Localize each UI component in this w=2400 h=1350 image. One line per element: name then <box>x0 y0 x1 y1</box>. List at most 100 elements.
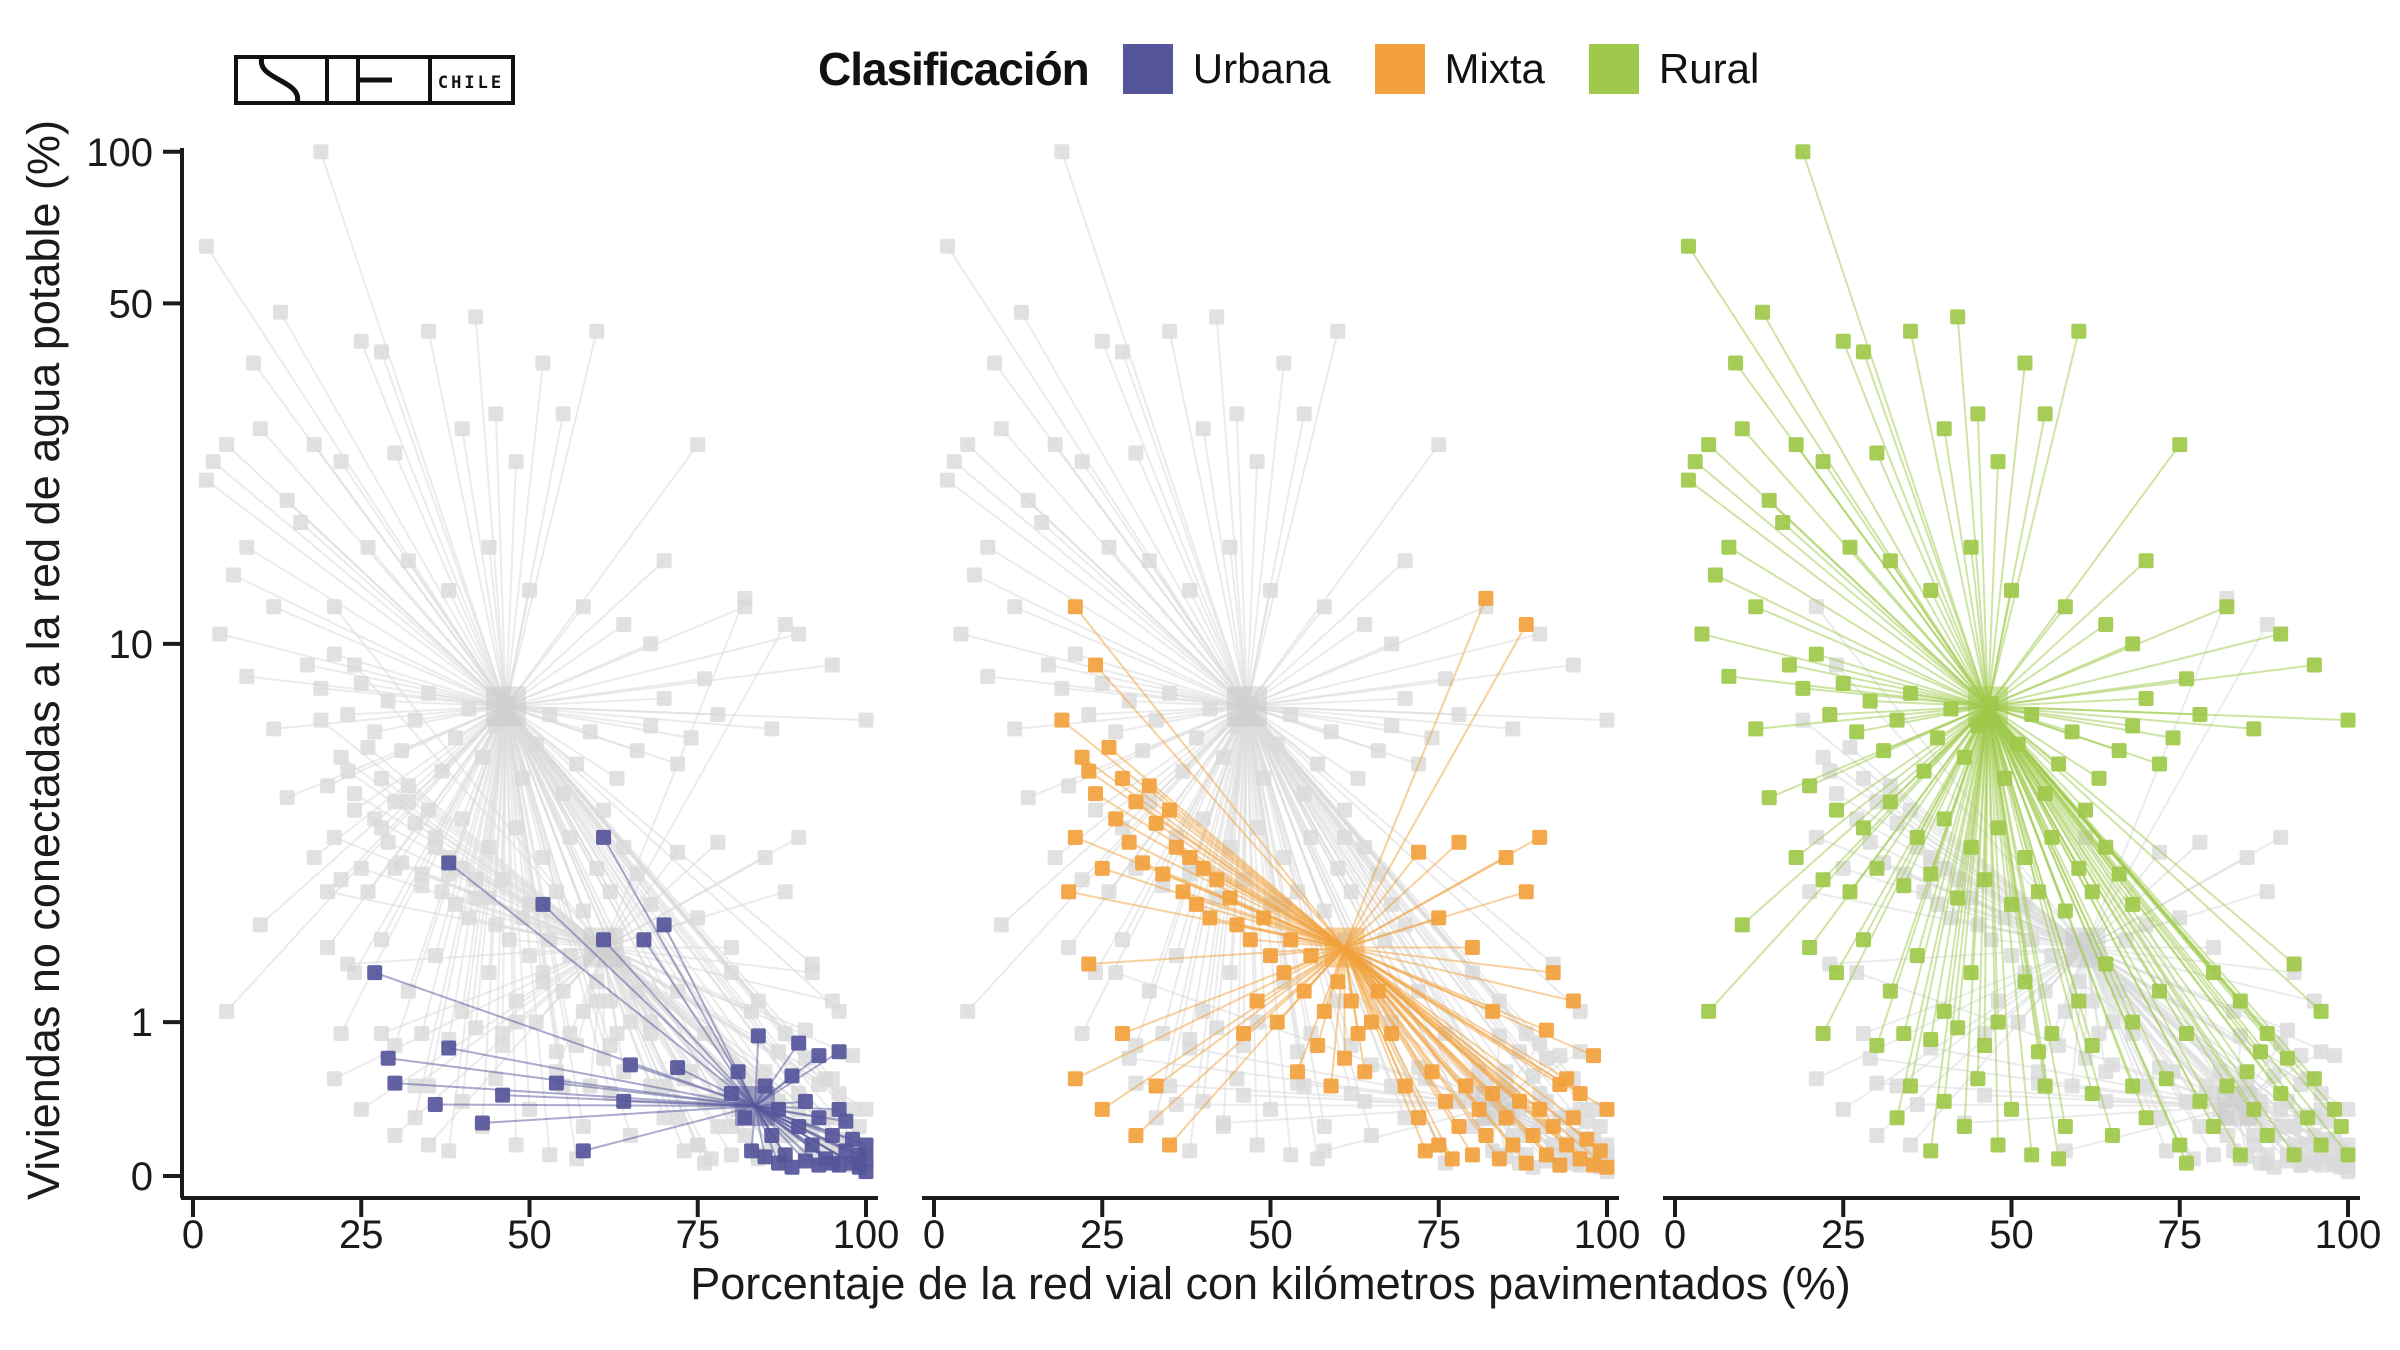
rural-data-point <box>2064 724 2080 740</box>
mixta-data-point <box>1518 1155 1534 1171</box>
muted-spoke <box>434 706 507 956</box>
x-tick-label: 75 <box>1417 1213 1462 1257</box>
x-tick-label: 75 <box>2158 1213 2203 1257</box>
mixta-data-point <box>1067 599 1083 615</box>
rural-data-point <box>2172 1137 2188 1153</box>
muted-data-point <box>2327 1048 2343 1064</box>
rural-data-point <box>2084 884 2100 900</box>
rural-data-point <box>2232 1147 2248 1163</box>
rural-data-point <box>2084 1086 2100 1102</box>
rural-spoke <box>1986 362 2026 707</box>
muted-spoke <box>1148 560 1248 707</box>
muted-data-point <box>306 850 322 866</box>
muted-data-point <box>454 421 470 437</box>
muted-data-point <box>1835 1101 1851 1117</box>
muted-data-point <box>656 1078 672 1094</box>
muted-data-point <box>320 884 336 900</box>
rural-data-point <box>2259 1026 2275 1042</box>
muted-data-point <box>474 749 490 765</box>
rural-centroid <box>1967 686 2008 727</box>
mixta-spoke <box>1135 800 1346 949</box>
muted-data-point <box>1222 965 1238 981</box>
rural-spoke <box>1809 705 1989 787</box>
muted-spoke <box>1041 521 1248 708</box>
muted-data-point <box>1182 582 1198 598</box>
muted-data-point <box>1195 1093 1211 1109</box>
muted-data-point <box>1141 553 1157 569</box>
muted-data-point <box>1061 778 1077 794</box>
rural-data-point <box>1788 437 1804 453</box>
rural-spoke <box>1976 413 1989 707</box>
rural-data-point <box>2138 690 2154 706</box>
muted-data-point <box>1599 712 1615 728</box>
muted-data-point <box>629 743 645 759</box>
muted-data-point <box>589 860 605 876</box>
muted-data-point <box>2205 940 2221 956</box>
muted-spoke <box>225 705 507 1013</box>
muted-spoke <box>1202 428 1248 707</box>
muted-data-point <box>347 965 363 981</box>
muted-data-point <box>1168 948 1184 964</box>
x-tick-label: 50 <box>1248 1213 1293 1257</box>
muted-data-point <box>696 671 712 687</box>
muted-data-point <box>1195 421 1211 437</box>
muted-data-point <box>468 872 484 888</box>
muted-data-point <box>1283 707 1299 723</box>
muted-data-point <box>1296 406 1312 422</box>
urbana-data-point <box>771 1155 787 1171</box>
muted-data-point <box>946 454 962 470</box>
muted-spoke <box>1964 1105 2238 1124</box>
muted-data-point <box>1013 304 1029 320</box>
muted-spoke <box>347 946 604 965</box>
y-tick-label: 0 <box>131 1155 153 1199</box>
rural-data-point <box>2273 626 2289 642</box>
rural-data-point <box>1876 743 1892 759</box>
muted-data-point <box>1397 553 1413 569</box>
mixta-data-point <box>1532 1101 1548 1117</box>
mixta-data-point <box>1289 1064 1305 1080</box>
rural-data-point <box>2010 736 2026 752</box>
muted-data-point <box>542 1147 558 1163</box>
rural-spoke <box>1986 330 2080 707</box>
mixta-data-point <box>1188 896 1204 912</box>
muted-data-point <box>441 1143 457 1159</box>
mixta-data-point <box>1269 1014 1285 1030</box>
urbana-data-point <box>757 1149 773 1165</box>
muted-data-point <box>960 437 976 453</box>
muted-data-point <box>1108 965 1124 981</box>
muted-spoke <box>367 546 507 708</box>
muted-data-point <box>683 730 699 746</box>
mixta-data-point <box>1337 1050 1353 1066</box>
rural-spoke <box>1862 351 1989 707</box>
muted-data-point <box>575 1003 591 1019</box>
mixta-centroid <box>1324 927 1365 968</box>
muted-spoke <box>327 705 507 787</box>
muted-data-point <box>777 884 793 900</box>
rural-data-point <box>1943 701 1959 717</box>
muted-data-point <box>387 445 403 461</box>
muted-data-point <box>569 756 585 772</box>
muted-spoke <box>505 705 706 1035</box>
muted-spoke <box>246 546 507 708</box>
mixta-spoke <box>1343 624 1528 948</box>
muted-spoke <box>475 878 604 949</box>
muted-data-point <box>252 917 268 933</box>
muted-data-point <box>252 421 268 437</box>
muted-spoke <box>1246 559 1406 708</box>
x-axis-title: Porcentaje de la red vial con kilómetros… <box>690 1258 1851 1309</box>
urbana-spoke <box>556 1082 756 1108</box>
muted-data-point <box>602 1038 618 1054</box>
muted-data-point <box>609 770 625 786</box>
muted-data-point <box>1889 1078 1905 1094</box>
x-tick-label: 50 <box>1989 1213 2034 1257</box>
muted-data-point <box>966 567 982 583</box>
rural-data-point <box>2286 956 2302 972</box>
rural-data-point <box>1855 820 1871 836</box>
rural-data-point <box>2037 406 2053 422</box>
rural-spoke <box>1986 706 2000 1146</box>
muted-data-point <box>2259 617 2275 633</box>
muted-data-point <box>622 1014 638 1030</box>
muted-data-point <box>1209 309 1225 325</box>
rural-data-point <box>2030 1044 2046 1060</box>
